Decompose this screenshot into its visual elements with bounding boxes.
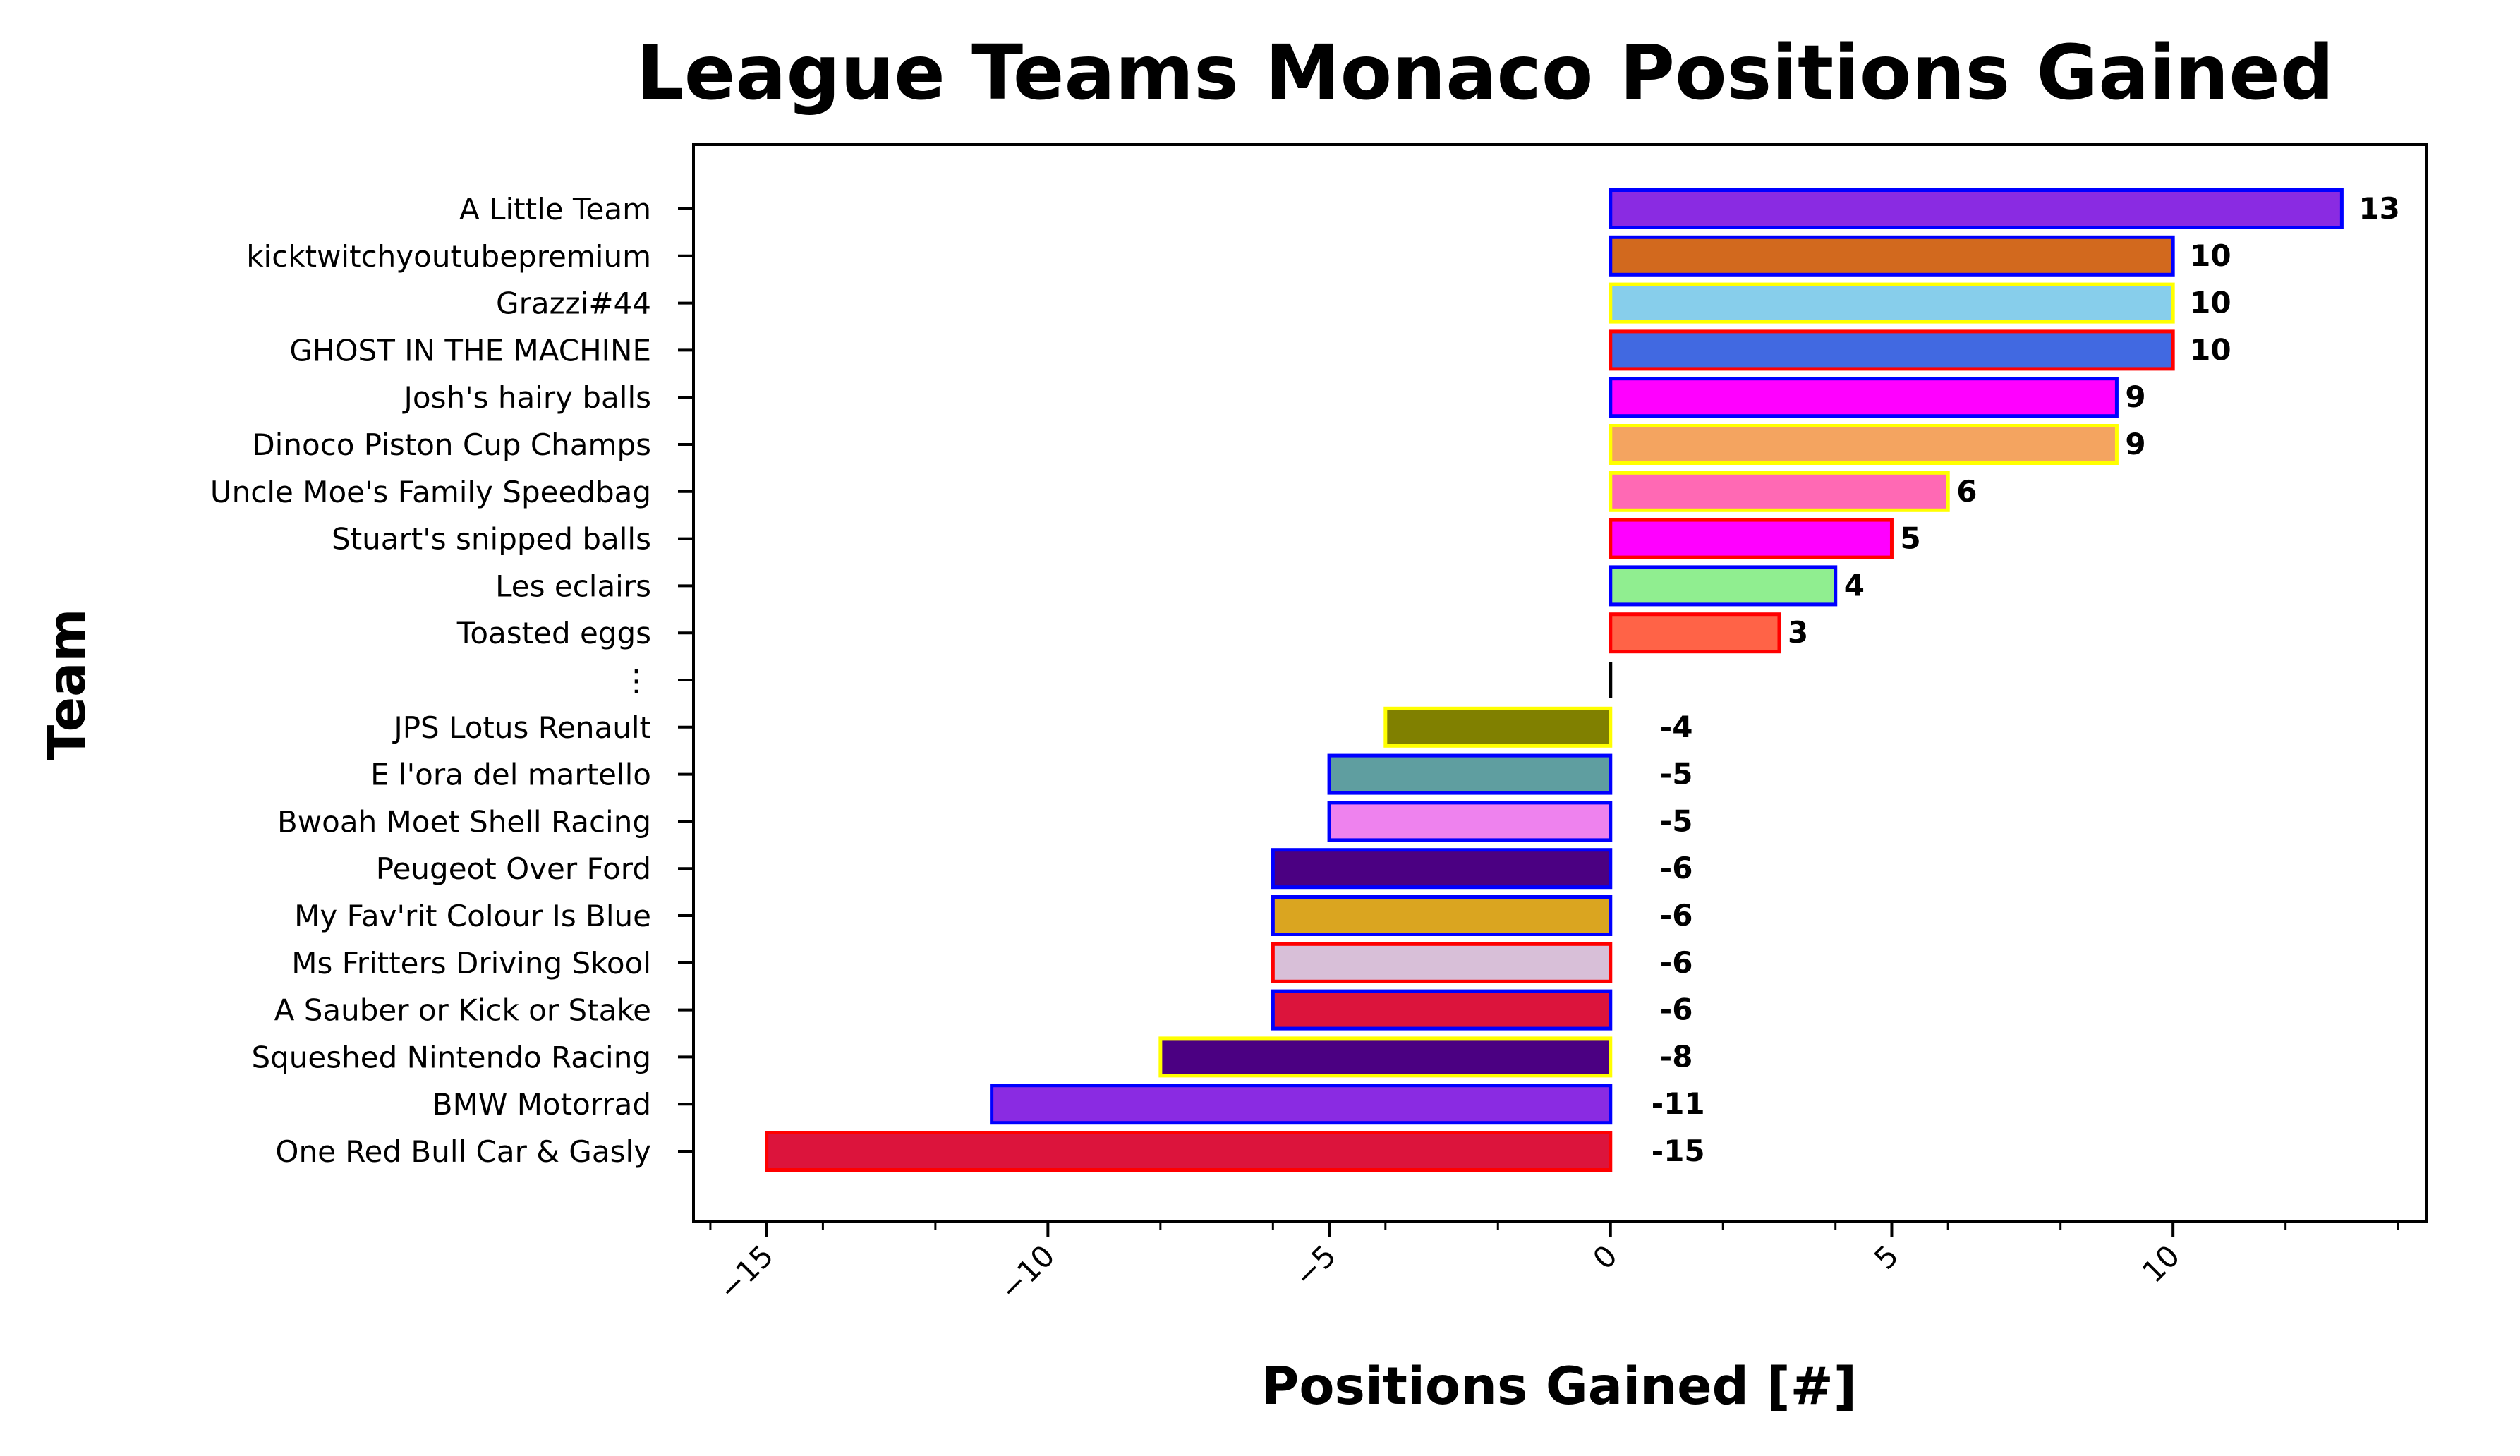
y-tick-label-9: Toasted eggs <box>456 616 651 650</box>
x-tick-label-4: 5 <box>1867 1238 1906 1276</box>
y-tick-label-12: E l'ora del martello <box>370 758 651 792</box>
value-label-15: -6 <box>1660 898 1693 933</box>
bar-13 <box>1327 801 1613 842</box>
y-tick-label-1: kicktwitchyoutubepremium <box>246 239 651 274</box>
y-tick-label-13: Bwoah Moet Shell Racing <box>277 804 651 839</box>
x-tick-label-1: −10 <box>993 1238 1061 1306</box>
value-label-8: 4 <box>1844 568 1865 602</box>
bar-8 <box>1609 565 1838 607</box>
plot-area-frame <box>692 143 2428 1223</box>
value-label-11: -4 <box>1660 710 1693 744</box>
y-axis-label: Team <box>37 609 97 760</box>
value-label-16: -6 <box>1660 945 1693 980</box>
bar-15 <box>1271 895 1613 936</box>
bar-11 <box>1383 706 1613 748</box>
value-label-3: 10 <box>2190 332 2231 367</box>
value-label-14: -6 <box>1660 851 1693 885</box>
value-label-13: -5 <box>1660 803 1693 838</box>
bar-9 <box>1609 612 1781 654</box>
bar-4 <box>1609 377 2119 418</box>
bar-0 <box>1609 188 2344 229</box>
value-label-1: 10 <box>2190 238 2231 273</box>
y-tick-label-20: One Red Bull Car & Gasly <box>275 1134 651 1169</box>
y-tick-label-3: GHOST IN THE MACHINE <box>289 333 651 368</box>
y-tick-label-16: Ms Fritters Driving Skool <box>291 946 651 981</box>
bar-17 <box>1271 989 1613 1031</box>
bar-2 <box>1609 282 2175 324</box>
bar-14 <box>1271 848 1613 890</box>
value-label-17: -6 <box>1660 993 1693 1027</box>
value-label-6: 6 <box>1956 474 1977 509</box>
bar-12 <box>1327 753 1613 795</box>
value-label-12: -5 <box>1660 757 1693 791</box>
y-tick-label-10: ⋮ <box>622 663 651 698</box>
y-tick-label-15: My Fav'rit Colour Is Blue <box>294 899 651 933</box>
bar-6 <box>1609 471 1950 512</box>
y-tick-label-18: Squeshed Nintendo Racing <box>251 1040 651 1074</box>
x-axis-label: Positions Gained [#] <box>1261 1357 1857 1416</box>
ticks-layer: A Little Team kicktwitchyoutubepremium Gra… <box>210 192 2399 1307</box>
y-tick-label-5: Dinoco Piston Cup Champs <box>252 427 651 462</box>
bar-18 <box>1158 1036 1613 1078</box>
x-tick-label-3: 0 <box>1586 1238 1624 1276</box>
value-label-18: -8 <box>1660 1039 1693 1074</box>
y-tick-label-4: Josh's hairy balls <box>402 380 651 415</box>
value-label-19: -11 <box>1652 1086 1705 1121</box>
y-tick-label-14: Peugeot Over Ford <box>376 851 651 886</box>
value-label-7: 5 <box>1900 521 1920 556</box>
bar-3 <box>1609 329 2175 371</box>
value-label-5: 9 <box>2125 427 2145 461</box>
y-tick-label-8: Les eclairs <box>495 569 651 603</box>
chart-title: League Teams Monaco Positions Gained <box>636 30 2334 117</box>
x-tick-label-5: 10 <box>2136 1238 2186 1289</box>
y-tick-label-6: Uncle Moe's Family Speedbag <box>210 475 651 509</box>
bar-7 <box>1609 518 1894 559</box>
bar-20 <box>765 1131 1613 1172</box>
x-tick-label-0: −15 <box>711 1238 780 1306</box>
y-tick-label-17: A Sauber or Kick or Stake <box>274 993 651 1028</box>
y-tick-label-2: Grazzi#44 <box>496 286 651 321</box>
bar-5 <box>1609 424 2119 465</box>
y-tick-label-7: Stuart's snipped balls <box>332 522 651 557</box>
bar-19 <box>990 1084 1613 1125</box>
bar-1 <box>1609 235 2175 277</box>
y-tick-label-0: A Little Team <box>459 192 651 226</box>
x-tick-label-2: −5 <box>1288 1238 1343 1293</box>
value-label-2: 10 <box>2190 286 2231 320</box>
value-label-4: 9 <box>2125 380 2145 414</box>
value-label-9: 3 <box>1788 615 1808 650</box>
y-tick-label-19: BMW Motorrad <box>432 1087 651 1122</box>
bar-16 <box>1271 942 1613 983</box>
bars-layer: 13 10 10 10 9 9 6 5 4 3 -4 -5 -5 -6 -6 -6 -6 -8 -11 -15 <box>765 188 2400 1172</box>
y-tick-label-11: JPS Lotus Renault <box>392 710 651 745</box>
value-label-0: 13 <box>2358 191 2399 226</box>
value-label-20: -15 <box>1652 1134 1705 1168</box>
